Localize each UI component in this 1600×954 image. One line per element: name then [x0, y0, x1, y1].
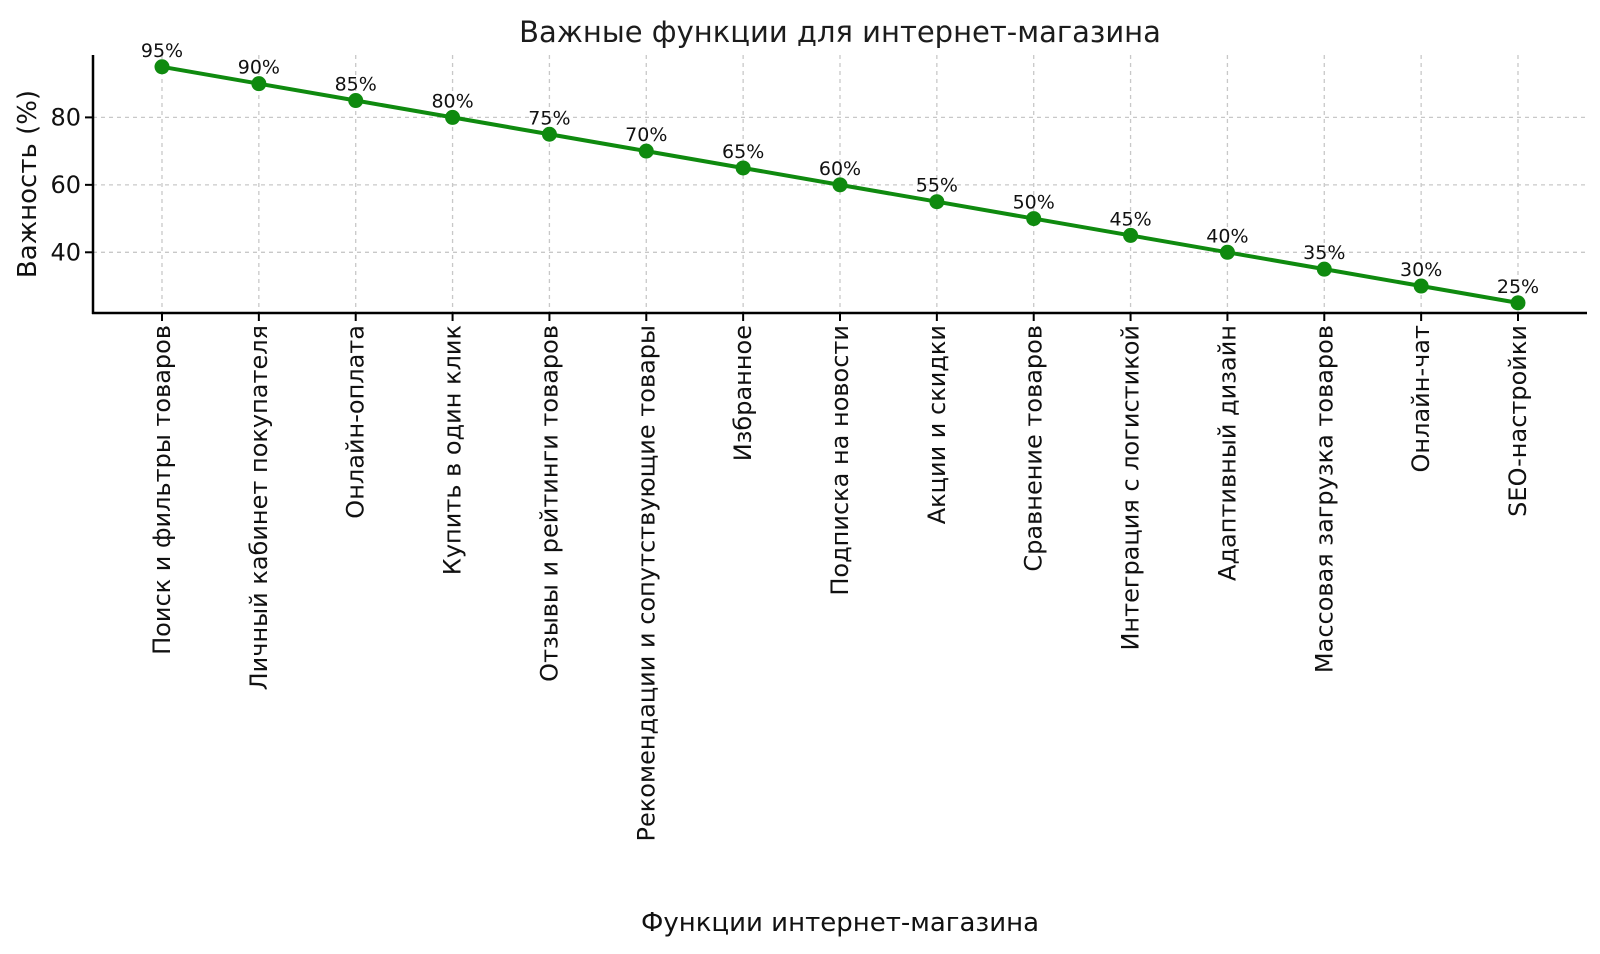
data-point-marker [154, 59, 170, 75]
data-point-marker [1316, 261, 1332, 277]
data-point-label: 55% [916, 175, 958, 197]
data-point-marker [1219, 244, 1235, 260]
data-point-marker [1413, 278, 1429, 294]
data-point-label: 50% [1013, 192, 1055, 214]
data-point-label: 80% [431, 90, 473, 112]
x-tick-label: Онлайн-оплата [342, 325, 370, 519]
chart-title: Важные функции для интернет-магазина [519, 15, 1161, 49]
data-point-label: 35% [1303, 242, 1345, 264]
x-tick-label: Рекомендации и сопутствующие товары [632, 325, 660, 841]
data-point-label: 90% [238, 57, 280, 79]
x-tick-label: SEO-настройки [1504, 325, 1532, 517]
data-point-label: 65% [722, 141, 764, 163]
data-point-marker [832, 177, 848, 193]
y-tick-label: 40 [50, 238, 81, 266]
x-tick-label: Избранное [729, 325, 757, 461]
x-tick-label: Адаптивный дизайн [1213, 325, 1241, 581]
x-tick-label: Акции и скидки [923, 325, 951, 524]
data-point-marker [541, 126, 557, 142]
chart-layer: 40 60 80 Поиск и фильтры товаров Личный каби… [50, 40, 1587, 841]
data-point-label: 40% [1206, 225, 1248, 247]
data-point-label: 45% [1109, 208, 1151, 230]
x-tick-label: Онлайн-чат [1407, 325, 1435, 472]
x-tick-label: Личный кабинет покупателя [245, 325, 273, 690]
y-axis-title: Важность (%) [13, 90, 43, 278]
data-point-marker [445, 109, 461, 125]
data-point-marker [348, 93, 364, 109]
data-point-label: 60% [819, 158, 861, 180]
data-point-marker [1123, 227, 1139, 243]
x-tick-label: Купить в один клик [439, 325, 467, 575]
data-point-label: 30% [1400, 259, 1442, 281]
data-point-marker [1026, 211, 1042, 227]
y-tick-label: 60 [50, 171, 81, 199]
data-point-label: 25% [1497, 276, 1539, 298]
data-point-marker [929, 194, 945, 210]
data-point-label: 70% [625, 124, 667, 146]
x-tick-label: Поиск и фильтры товаров [148, 325, 176, 655]
data-point-marker [1510, 295, 1526, 311]
data-point-label: 95% [141, 40, 183, 62]
data-point-marker [638, 143, 654, 159]
x-tick-label: Отзывы и рейтинги товаров [535, 325, 563, 682]
data-point-label: 85% [335, 74, 377, 96]
x-axis-title: Функции интернет-магазина [641, 908, 1039, 938]
x-tick-label: Интеграция с логистикой [1117, 325, 1145, 651]
x-tick-label: Подписка на новости [826, 325, 854, 596]
x-tick-label: Сравнение товаров [1020, 325, 1048, 572]
data-point-marker [735, 160, 751, 176]
x-tick-label: Массовая загрузка товаров [1310, 325, 1338, 673]
y-tick-label: 80 [50, 103, 81, 131]
data-point-label: 75% [528, 107, 570, 129]
data-point-marker [251, 76, 267, 92]
